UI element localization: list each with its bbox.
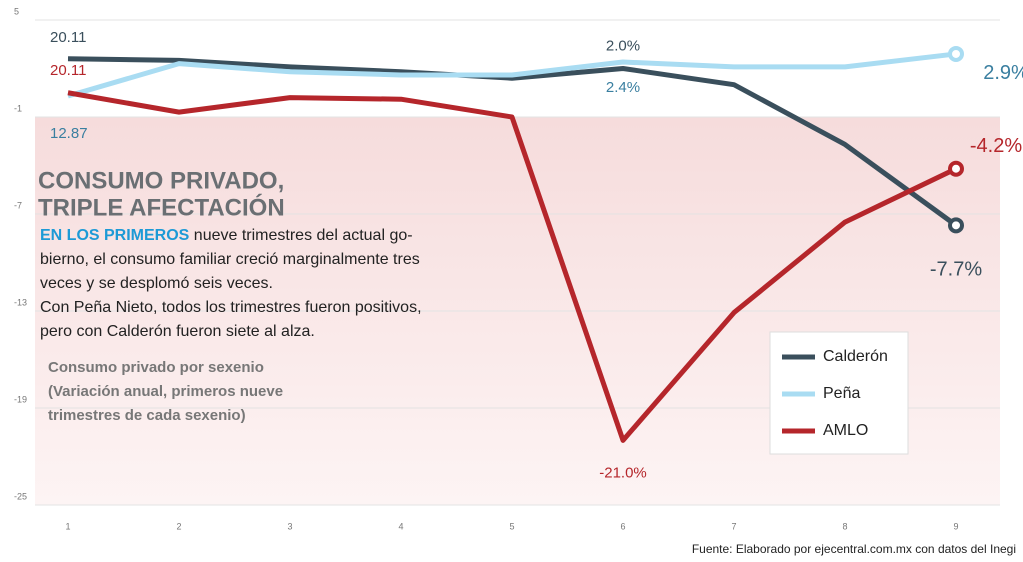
value-label: 2.4% <box>606 79 640 96</box>
line <box>67 90 958 443</box>
body-line: nueve trimestres del actual go- <box>189 227 412 244</box>
source: Fuente: Elaborado por ejecentral.com.mx … <box>692 542 1016 556</box>
y-tick-label: -25 <box>14 491 27 501</box>
x-tick-label: 3 <box>287 521 292 531</box>
x-tick-label: 4 <box>398 521 403 531</box>
title: CONSUMO PRIVADO, <box>38 167 284 194</box>
x-tick-label: 7 <box>731 521 736 531</box>
x-tick-label: 5 <box>509 521 514 531</box>
annotation: 20.11 <box>50 62 86 79</box>
y-tick-label: -19 <box>14 394 27 404</box>
x-tick-label: 6 <box>620 521 625 531</box>
line <box>67 51 957 99</box>
value-label: 2.0% <box>606 37 640 54</box>
x-tick-label: 2 <box>176 521 181 531</box>
body-line: bierno, el consumo familiar creció margi… <box>40 251 420 268</box>
x-tick-label: 8 <box>842 521 847 531</box>
y-tick-label: 5 <box>14 6 19 16</box>
body-line: pero con Calderón fueron siete al alza. <box>40 323 315 340</box>
subtitle: Consumo privado por sexenio <box>48 359 264 376</box>
x-tick-label: 9 <box>953 521 958 531</box>
y-tick-label: -7 <box>14 200 22 210</box>
value-label: -21.0% <box>599 464 647 481</box>
lead: EN LOS PRIMEROS <box>40 227 190 244</box>
body-line: Con Peña Nieto, todos los trimestres fue… <box>40 299 422 316</box>
value-label: 2.9% <box>983 62 1023 84</box>
subtitle: trimestres de cada sexenio) <box>48 407 246 424</box>
body: EN LOS PRIMEROS nueve trimestres del act… <box>40 227 413 244</box>
legend-label: Calderón <box>823 348 888 365</box>
value-label: -4.2% <box>970 135 1022 157</box>
annotation: 20.11 <box>50 29 86 46</box>
line <box>67 56 958 228</box>
title: TRIPLE AFECTACIÓN <box>38 193 285 221</box>
end-point <box>948 217 964 234</box>
legend-label: AMLO <box>823 422 868 439</box>
end-point <box>948 45 964 62</box>
x-tick-label: 1 <box>65 521 70 531</box>
value-label: -7.7% <box>930 259 982 281</box>
legend-label: Peña <box>823 385 860 402</box>
y-tick-label: -1 <box>14 103 22 113</box>
body-line: veces y se desplomó seis veces. <box>40 275 273 292</box>
y-tick-label: -13 <box>14 297 27 307</box>
subtitle: (Variación anual, primeros nueve <box>48 383 283 400</box>
annotation: 12.87 <box>50 125 88 142</box>
end-point <box>948 160 964 177</box>
